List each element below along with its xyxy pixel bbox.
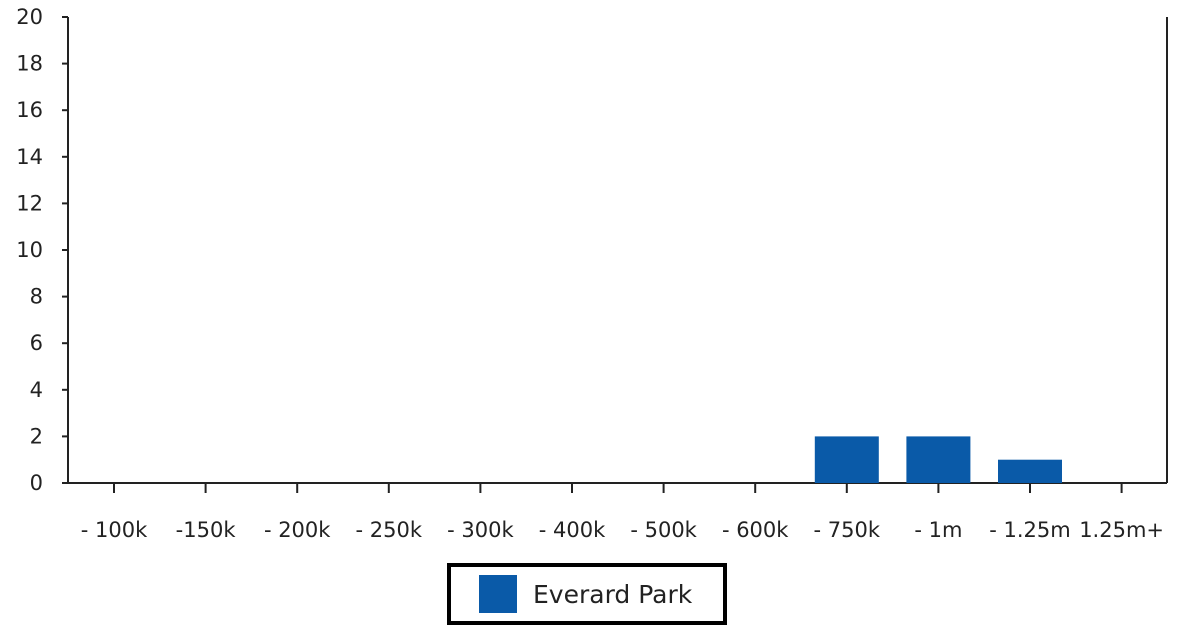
x-tick-label: - 200k	[264, 518, 331, 542]
y-tick-label: 10	[16, 238, 43, 262]
x-tick-label: -150k	[176, 518, 237, 542]
y-tick-label: 2	[30, 424, 43, 448]
legend-swatch	[479, 575, 517, 613]
x-tick-label: - 750k	[814, 518, 881, 542]
y-tick-label: 6	[30, 331, 43, 355]
y-axis-ticks: 0 2 4 6 8 10 12 14 16 18 20	[16, 5, 68, 495]
bar	[998, 459, 1062, 483]
x-tick-label: - 400k	[539, 518, 606, 542]
x-tick-label: 1.25m+	[1079, 518, 1164, 542]
y-tick-label: 4	[30, 378, 43, 402]
x-tick-label: - 600k	[722, 518, 789, 542]
y-tick-label: 0	[30, 471, 43, 495]
legend-label: Everard Park	[533, 579, 693, 609]
x-tick-label: - 100k	[81, 518, 148, 542]
x-tick-label: - 1m	[914, 518, 962, 542]
y-tick-label: 14	[16, 145, 43, 169]
x-tick-label: - 250k	[356, 518, 423, 542]
bar	[814, 436, 879, 483]
legend: Everard Park	[447, 563, 727, 625]
x-axis-ticks: - 100k -150k - 200k - 250k - 300k - 400k - 500…	[81, 483, 1164, 542]
y-tick-label: 20	[16, 5, 43, 29]
y-tick-label: 8	[30, 285, 43, 309]
y-tick-label: 16	[16, 98, 43, 122]
bars	[814, 436, 1062, 483]
y-tick-label: 18	[16, 52, 43, 76]
x-tick-label: - 300k	[447, 518, 514, 542]
plot-frame	[67, 17, 1168, 484]
bar	[906, 436, 971, 483]
x-tick-label: - 1.25m	[989, 518, 1070, 542]
y-tick-label: 12	[16, 191, 43, 215]
x-tick-label: - 500k	[630, 518, 697, 542]
